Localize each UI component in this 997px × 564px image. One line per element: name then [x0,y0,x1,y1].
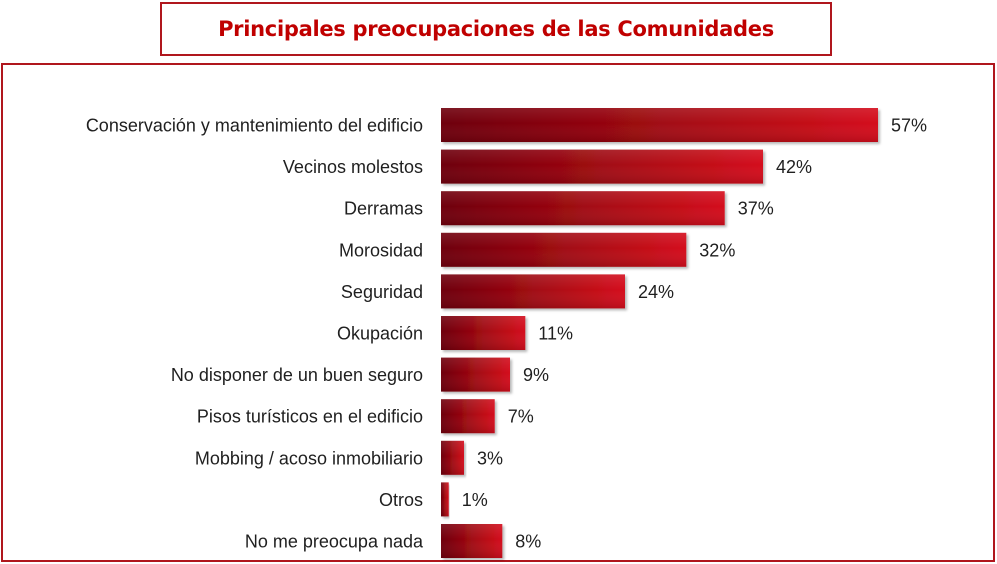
chart-frame [1,63,995,562]
bar-group [441,108,878,142]
category-label: Otros [379,490,423,510]
category-label: Conservación y mantenimiento del edifici… [86,116,423,136]
value-label: 32% [699,240,735,260]
value-label: 8% [515,532,541,552]
bar-group [441,399,495,434]
value-label: 42% [776,157,812,177]
category-label: Morosidad [339,240,423,260]
bar-group [441,149,763,184]
value-label: 1% [462,490,488,510]
bar-group [441,440,464,475]
bar-shine [441,191,725,226]
bar-shine [441,440,464,475]
bar-shine [441,232,687,267]
bar-group [441,274,625,309]
bar-shine [441,524,503,558]
category-label: Seguridad [341,282,423,302]
category-label: No me preocupa nada [245,532,424,552]
value-label: 9% [523,365,549,385]
value-labels: 57% 42% 37% 32% 24% 11% 9% 7% 3% 1% 8% [462,116,927,552]
bar-group [441,316,526,350]
bar-shine [441,149,763,184]
bar-group [441,232,687,267]
category-label: Mobbing / acoso inmobiliario [195,448,423,468]
category-label: Pisos turísticos en el edificio [197,407,423,427]
value-label: 7% [508,407,534,427]
value-label: 11% [538,324,573,344]
value-label: 57% [891,116,927,136]
value-label: 24% [638,282,674,302]
value-label: 37% [738,199,774,219]
bar-group [441,357,510,392]
bar-group [441,482,449,517]
category-label: Vecinos molestos [283,157,423,177]
category-label: No disponer de un buen seguro [171,365,423,385]
value-label: 3% [477,448,503,468]
bar-shine [441,482,449,517]
category-label: Derramas [344,199,423,219]
bars-layer [441,108,878,558]
chart-title-box: Principales preocupaciones de las Comuni… [160,2,832,56]
chart-title: Principales preocupaciones de las Comuni… [218,17,774,41]
bar-shine [441,274,625,309]
bar-shine [441,399,495,434]
bar-group [441,191,725,226]
category-labels: Conservación y mantenimiento del edifici… [86,116,424,552]
category-label: Okupación [337,324,423,344]
bar-group [441,524,503,558]
bar-shine [441,108,878,142]
bar-shine [441,357,510,392]
bar-shine [441,316,526,350]
